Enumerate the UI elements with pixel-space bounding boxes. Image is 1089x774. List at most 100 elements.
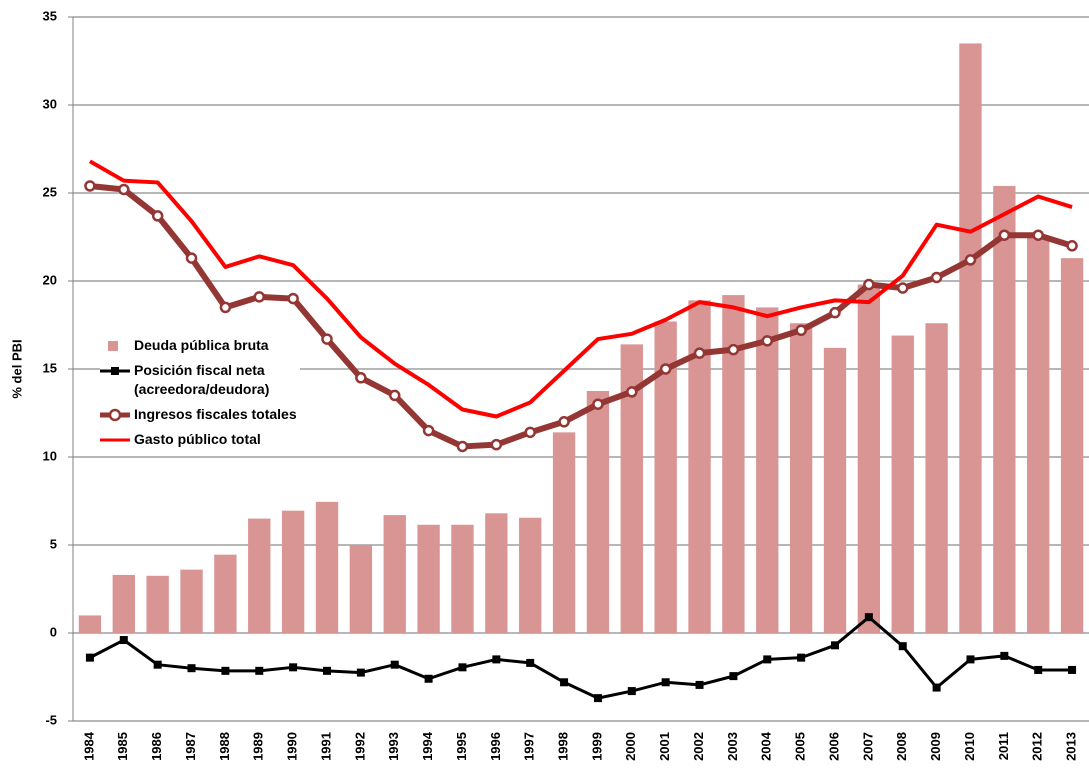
marker [118, 183, 130, 196]
bar [349, 545, 373, 633]
x-tick-label: 2000 [623, 732, 638, 761]
marker [729, 672, 738, 681]
bar [620, 344, 643, 633]
marker [84, 180, 96, 192]
marker [593, 694, 602, 703]
marker [526, 658, 535, 667]
marker [321, 333, 333, 345]
marker [323, 666, 331, 675]
bar [756, 307, 779, 633]
x-tick-label: 1990 [285, 732, 300, 761]
marker [458, 663, 467, 672]
y-tick-label: 30 [43, 96, 57, 111]
marker [932, 683, 941, 692]
marker [966, 655, 975, 664]
x-tick-label: 1988 [217, 732, 232, 761]
marker [422, 424, 435, 437]
x-tick-label: 2008 [894, 732, 909, 761]
x-tick-label: 2006 [826, 732, 841, 761]
x-tick-label: 2005 [793, 732, 808, 761]
x-tick-label: 2004 [759, 731, 774, 761]
y-tick-label: -5 [45, 712, 57, 727]
y-tick-label: 5 [50, 536, 57, 551]
marker [253, 291, 266, 303]
legend-label: Posición fiscal neta (acreedora/deudora) [134, 362, 270, 397]
x-tick-label: 1999 [589, 732, 604, 761]
line [89, 615, 1073, 700]
bar [485, 513, 508, 633]
marker [187, 664, 196, 673]
x-tick-label: 1991 [318, 732, 333, 761]
y-tick-label: 20 [43, 272, 57, 287]
marker [693, 347, 706, 359]
x-tick-label: 2001 [657, 732, 672, 761]
marker [390, 660, 399, 669]
bar [586, 391, 610, 633]
marker [560, 678, 569, 687]
marker [864, 613, 873, 622]
marker [592, 398, 604, 410]
legend-swatch [100, 438, 130, 442]
bar [823, 347, 847, 633]
marker [524, 426, 536, 439]
marker [388, 389, 401, 402]
swatch [111, 367, 119, 375]
x-tick-label: 1995 [454, 732, 469, 761]
x-tick-label: 1992 [352, 732, 367, 761]
marker [727, 343, 740, 356]
marker [964, 254, 977, 266]
marker [659, 363, 672, 375]
marker [795, 324, 807, 337]
legend-label: Deuda pública bruta [134, 337, 269, 353]
x-tick-label: 2002 [691, 732, 706, 761]
line [88, 159, 1073, 419]
bar [451, 524, 474, 633]
x-tick-label: 1998 [556, 732, 571, 761]
marker [151, 210, 164, 222]
bar [383, 515, 406, 633]
x-tick-label: 1997 [522, 732, 537, 761]
x-tick-label: 2007 [860, 732, 875, 761]
y-tick-label: 0 [50, 624, 57, 639]
bar [552, 432, 576, 633]
marker [153, 660, 162, 669]
marker [355, 372, 367, 384]
marker [1068, 665, 1077, 674]
x-tick-label: 2010 [962, 732, 977, 761]
marker [356, 668, 365, 677]
marker [289, 663, 298, 672]
x-tick-label: 1993 [386, 732, 401, 761]
marker [661, 678, 670, 687]
marker [797, 653, 806, 662]
x-tick-label: 1987 [183, 732, 198, 761]
marker [119, 636, 128, 645]
bar [1027, 235, 1050, 634]
swatch [108, 408, 122, 422]
bar [891, 335, 914, 633]
x-tick-label: 2013 [1064, 732, 1079, 761]
bar [925, 323, 948, 633]
bar [654, 321, 677, 633]
marker [831, 641, 839, 650]
marker [896, 282, 909, 294]
legend-item: Deuda pública bruta [100, 336, 300, 355]
marker [424, 674, 433, 683]
bar [857, 284, 881, 633]
legend: Deuda pública bruta Posición fiscal neta … [100, 336, 300, 455]
marker [1000, 651, 1009, 660]
bar [281, 510, 305, 633]
marker [85, 653, 94, 662]
marker [492, 655, 501, 664]
marker [490, 438, 503, 451]
bar [959, 43, 982, 633]
line [89, 182, 1073, 450]
marker [558, 416, 570, 428]
x-tick-label: 2003 [725, 732, 740, 761]
x-tick-label: 2012 [1030, 732, 1045, 761]
legend-swatch [100, 408, 130, 422]
x-tick-label: 1986 [149, 732, 164, 761]
legend-swatch [108, 341, 118, 351]
marker [1066, 240, 1078, 252]
x-tick-label: 1984 [81, 731, 96, 761]
